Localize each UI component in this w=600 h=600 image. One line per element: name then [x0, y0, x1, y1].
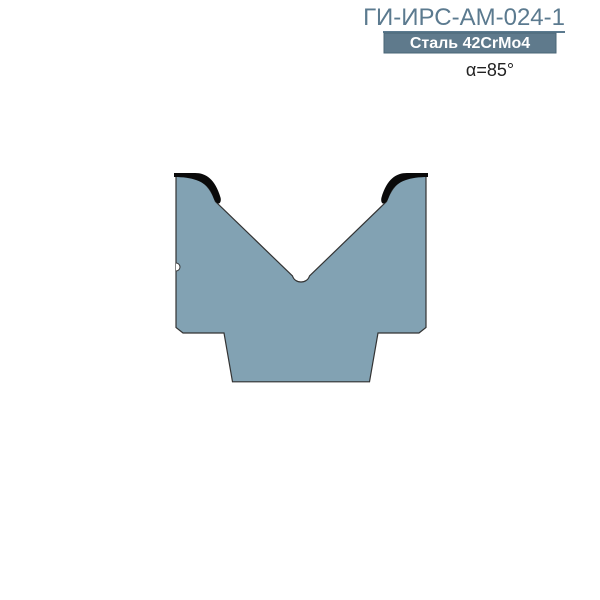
svg-text:ГИ-ИРС-АМ-024-1: ГИ-ИРС-АМ-024-1 [363, 4, 565, 31]
svg-text:α=85°: α=85° [466, 60, 514, 80]
svg-text:Сталь 42CrMo4: Сталь 42CrMo4 [410, 35, 530, 52]
